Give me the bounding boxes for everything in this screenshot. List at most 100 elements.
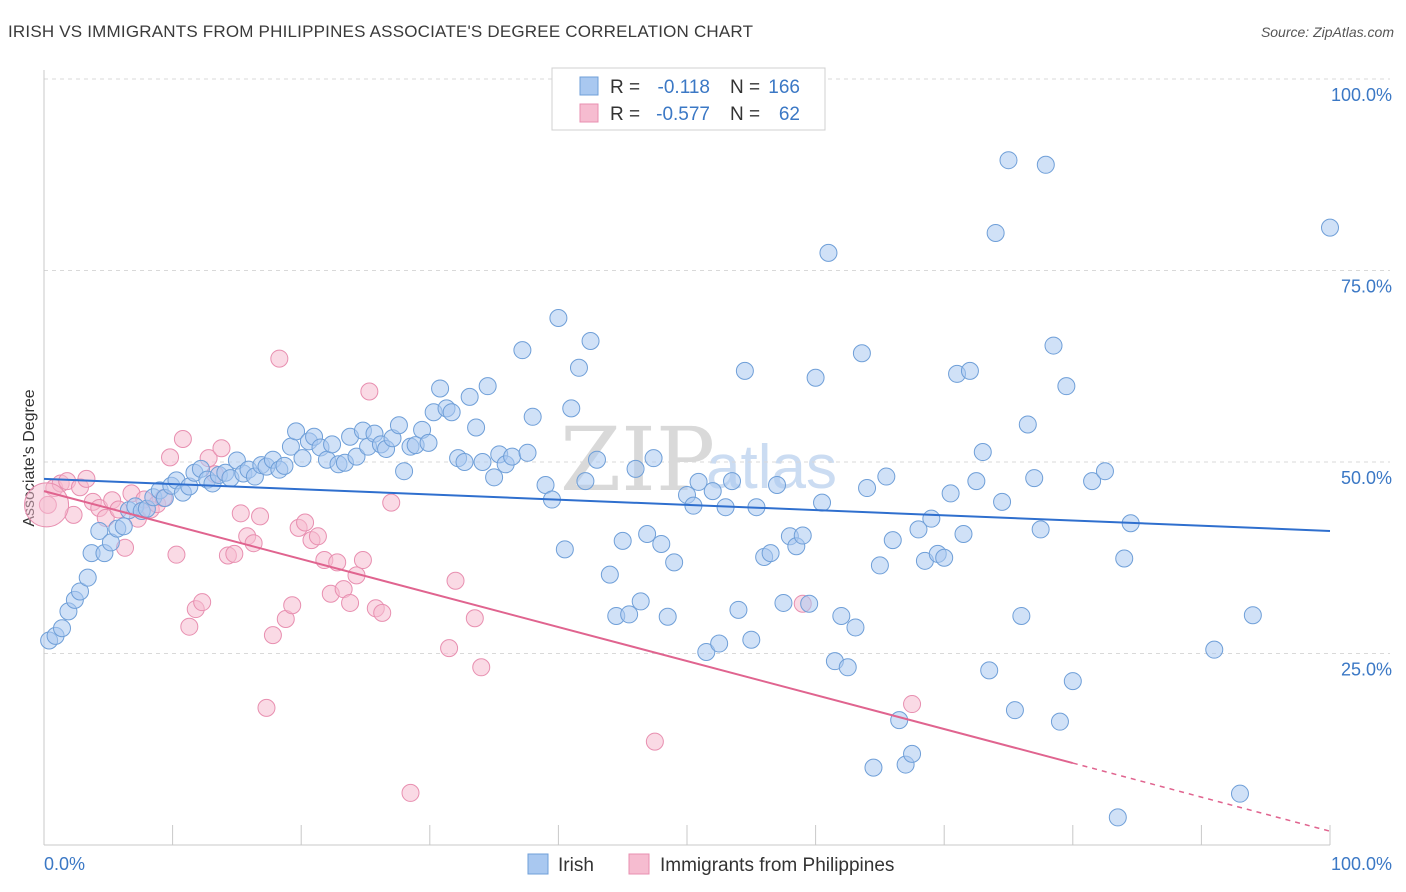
irish-point [626,459,645,478]
irish-point [78,568,97,587]
irish-point [473,453,492,471]
irish-point [819,243,838,262]
irish-point [347,447,366,466]
irish-point [1057,377,1076,396]
legend-swatch-irish [579,76,599,96]
irish-point [1018,415,1037,434]
chart-title: IRISH VS IMMIGRANTS FROM PHILIPPINES ASS… [8,22,754,41]
irish-point [460,387,479,406]
irish-point [832,606,851,625]
irish-point [870,556,889,575]
irish-point [576,472,595,491]
irish-point [1005,701,1024,720]
philippines-point [353,551,372,570]
philippines-point [440,639,459,658]
irish-point [293,449,312,468]
philippines-point [173,430,192,449]
irish-point [467,418,486,437]
philippines-point [308,527,327,546]
irish-point [513,341,532,360]
irish-point [922,509,941,528]
philippines-point [270,349,289,368]
irish-point [114,517,133,536]
irish-point [710,634,729,653]
irish-trendline [43,477,1331,532]
irish-point [518,443,537,462]
philippines-point [360,382,379,401]
bottom-legend-swatch-irish [527,853,549,875]
x-axis-ticks [43,825,1331,845]
irish-point [986,223,1005,242]
legend-n-value-1: 166 [768,77,800,98]
irish-point [1044,336,1063,355]
irish-point [1205,640,1224,659]
irish-point [761,544,780,563]
philippines-point [257,698,276,717]
philippines-point [225,544,244,563]
irish-point [960,361,979,380]
irish-point [1050,712,1069,731]
irish-point [742,630,761,649]
irish-point [523,407,542,426]
legend-r-value-1: -0.118 [658,77,710,98]
irish-point [485,468,504,487]
irish-point [838,658,857,677]
philippines-point [263,626,282,645]
irish-point [735,361,754,380]
y-tick-label-100: 100.0% [1331,85,1392,105]
irish-point [941,484,960,503]
irish-point [1095,462,1114,481]
philippines-point [296,513,315,532]
irish-point [852,344,871,363]
philippines-point [24,482,70,528]
irish-point [999,151,1018,170]
irish-point [419,433,438,452]
philippines-point [180,617,199,636]
irish-point [1115,549,1134,568]
irish-point [993,492,1012,511]
x-tick-label-100: 100.0% [1331,854,1392,874]
irish-point [587,450,606,469]
irish-point [1083,472,1102,491]
irish-point [90,521,109,540]
series-philippines-points [24,349,922,802]
bottom-legend-label-irish: Irish [558,855,594,876]
legend-r-label-2: R = [610,104,640,125]
philippines-point [465,609,484,628]
irish-point [729,600,748,619]
irish-point [954,525,973,544]
irish-point [555,540,574,559]
irish-point [697,642,716,661]
philippines-point [167,545,186,564]
legend-r-value-2: -0.577 [656,104,710,125]
irish-point [665,553,684,572]
irish-point [768,475,787,494]
irish-point [658,607,677,626]
philippines-point [446,571,465,590]
y-tick-label-25: 25.0% [1341,660,1392,680]
irish-point [774,593,793,612]
philippines-point [382,493,401,512]
irish-point [71,582,90,601]
philippines-point [77,469,96,488]
philippines-point [472,658,491,677]
irish-point [1321,218,1339,237]
legend-swatch-philippines [579,103,599,123]
irish-point [620,605,639,624]
irish-point [1012,606,1031,625]
bottom-legend-swatch-philippines [628,853,650,875]
irish-point [389,416,408,435]
philippines-point [231,504,250,523]
philippines-point [283,596,302,615]
irish-point [864,758,883,777]
irish-point [478,377,497,396]
philippines-point [645,732,664,751]
irish-point [323,435,342,454]
irish-point [890,711,909,730]
irish-point [503,447,522,466]
irish-point [846,618,865,637]
irish-point [581,331,600,350]
irish-point [800,594,819,613]
philippines-point [193,593,212,612]
